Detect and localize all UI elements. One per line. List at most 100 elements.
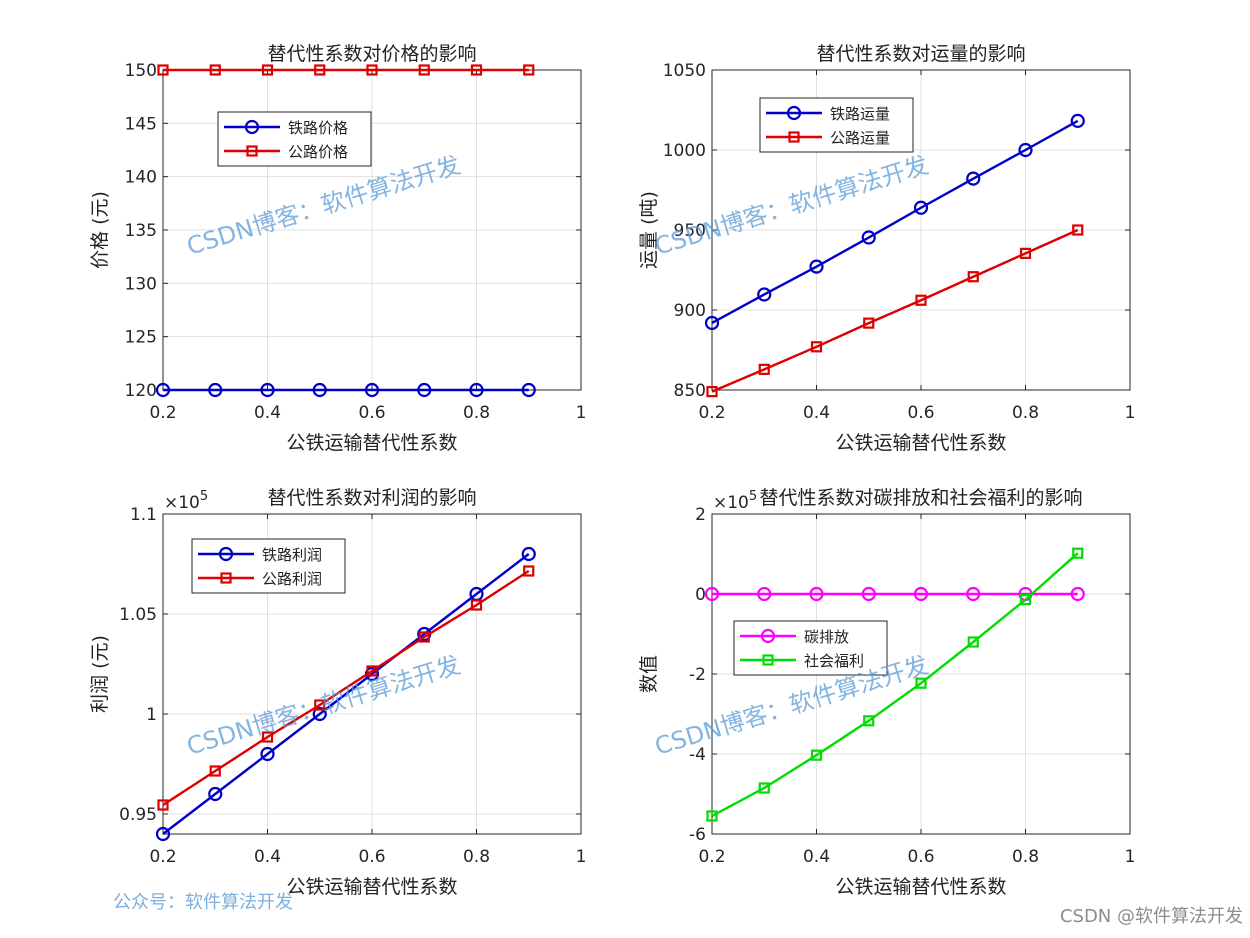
y-tick-label: 140: [125, 168, 157, 188]
data-point: [521, 382, 536, 398]
x-tick-label: 0.4: [254, 403, 281, 423]
x-tick-label: 0.2: [698, 403, 725, 423]
x-axis-label: 公铁运输替代性系数: [286, 432, 457, 454]
data-point: [261, 64, 274, 76]
y-tick-label: 125: [125, 328, 157, 348]
x-tick-label: 0.4: [803, 403, 830, 423]
y-tick-label: -6: [689, 825, 706, 845]
x-tick-label: 1: [1125, 847, 1136, 867]
watermark-text: CSDN博客：软件算法开发: [184, 151, 464, 261]
data-point: [314, 64, 326, 76]
data-point: [209, 765, 221, 777]
footer-wechat-text: 公众号：软件算法开发: [113, 892, 293, 913]
data-point: [157, 64, 169, 76]
data-point: [209, 64, 221, 76]
data-point: [417, 382, 432, 398]
y-exponent-label: ×105: [164, 489, 208, 513]
y-tick-label: -4: [689, 745, 706, 765]
y-tick-label: 135: [125, 221, 157, 241]
chart-title: 替代性系数对价格的影响: [267, 43, 476, 65]
data-point: [261, 731, 274, 743]
footer-csdn-text: CSDN @软件算法开发: [1060, 906, 1243, 927]
data-point: [915, 294, 927, 306]
chart-1: 0.2 0.4 0.6 0.8 1 120 125 130 135 140 145 150 替代性系数对…: [89, 43, 586, 454]
data-point: [704, 586, 720, 602]
data-point: [913, 200, 929, 215]
data-point: [704, 315, 720, 331]
data-point: [757, 586, 772, 602]
y-tick-label: 850: [674, 381, 706, 401]
legend-marker: [786, 105, 802, 121]
y-tick-label: 150: [125, 61, 157, 81]
x-tick-label: 0.2: [698, 847, 725, 867]
x-tick-label: 0.8: [463, 847, 490, 867]
y-tick-label: 1050: [663, 61, 706, 81]
x-tick-label: 0.6: [358, 403, 385, 423]
data-point: [810, 749, 823, 761]
x-tick-label: 0.8: [1012, 847, 1039, 867]
data-point: [155, 382, 171, 398]
y-axis-label: 运量 (吨): [638, 191, 660, 269]
series-line-1: [711, 119, 1079, 325]
series-line-1: [162, 553, 530, 835]
data-point: [521, 546, 536, 562]
data-point: [260, 382, 275, 398]
x-tick-label: 0.8: [1012, 403, 1039, 423]
legend-box: [191, 538, 346, 594]
x-tick-label: 0.6: [358, 847, 385, 867]
data-point: [1019, 247, 1032, 259]
data-point: [706, 386, 718, 398]
chart-4: 0.2 0.4 0.6 0.8 1 -6 -4 -2 0 2 ×105 替代性系数对碳排放和社会福利的…: [638, 487, 1135, 898]
legend-marker: [788, 131, 800, 143]
legend-marker: [762, 654, 774, 666]
data-point: [809, 586, 824, 602]
y-tick-label: 1.05: [119, 605, 157, 625]
data-point: [470, 64, 483, 76]
x-axis-label: 公铁运输替代性系数: [286, 876, 457, 898]
series-line-2: [162, 569, 530, 807]
data-point: [967, 271, 979, 283]
legend-box: [733, 620, 888, 676]
y-tick-label: 0.95: [119, 805, 157, 825]
series-line-2: [711, 228, 1079, 393]
data-point: [366, 64, 378, 76]
y-axis-label: 利润 (元): [89, 635, 111, 713]
data-point: [469, 382, 484, 398]
legend-entry: 碳排放: [804, 628, 849, 646]
legend-entry: 公路利润: [262, 570, 322, 588]
watermark-text: CSDN博客：软件算法开发: [184, 651, 464, 761]
data-point: [861, 230, 876, 245]
legend-entry: 社会福利: [804, 652, 864, 670]
legend-marker: [218, 546, 234, 562]
x-tick-label: 1: [1125, 403, 1136, 423]
legend-marker: [220, 572, 232, 584]
chart-2: 0.2 0.4 0.6 0.8 1 850 900 950 1000 1050 替代性系数对运量的影…: [638, 43, 1135, 454]
data-point: [418, 64, 430, 76]
y-axis-label: 数值: [638, 655, 660, 693]
x-tick-label: 0.8: [463, 403, 490, 423]
data-point: [810, 341, 823, 353]
data-point: [915, 677, 927, 689]
data-point: [861, 586, 876, 602]
x-axis-label: 公铁运输替代性系数: [835, 432, 1006, 454]
chart-title: 替代性系数对利润的影响: [267, 487, 476, 509]
chart-title: 替代性系数对碳排放和社会福利的影响: [759, 487, 1082, 509]
data-point: [863, 715, 875, 727]
chart-title: 替代性系数对运量的影响: [816, 43, 1025, 65]
data-point: [523, 565, 535, 577]
legend-entry: 公路运量: [830, 129, 890, 147]
legend-entry: 铁路利润: [262, 546, 322, 564]
data-point: [155, 826, 171, 842]
x-tick-label: 0.2: [149, 847, 176, 867]
watermark-text: CSDN博客：软件算法开发: [652, 151, 932, 261]
legend-marker: [244, 119, 260, 135]
y-tick-label: 120: [125, 381, 157, 401]
data-point: [966, 171, 981, 186]
x-tick-label: 0.6: [907, 847, 934, 867]
legend-box: [217, 111, 372, 167]
data-point: [1019, 593, 1032, 606]
data-point: [706, 810, 718, 822]
chart-3: 0.2 0.4 0.6 0.8 1 0.95 1 1.05 1.1 ×105 替代性系数对利润的影响…: [89, 487, 586, 898]
data-point: [1072, 547, 1084, 559]
